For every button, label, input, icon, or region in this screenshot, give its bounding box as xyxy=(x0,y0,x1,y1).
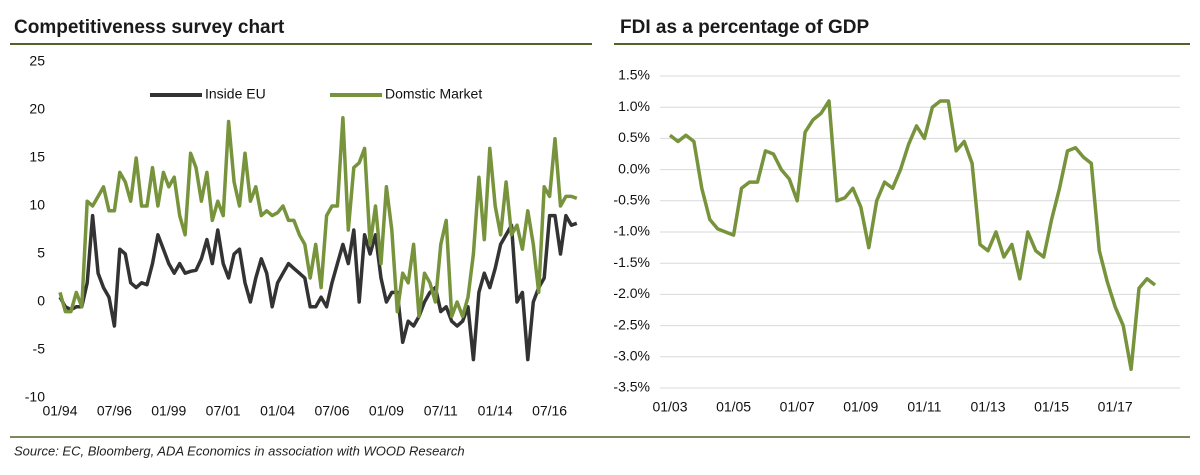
series-line xyxy=(58,213,578,362)
x-tick-label: 01/14 xyxy=(478,403,513,419)
x-tick-label: 07/06 xyxy=(314,403,349,419)
legend-label: Inside EU xyxy=(205,86,266,102)
y-tick-label: 0.0% xyxy=(618,160,650,176)
series-line xyxy=(668,99,1157,372)
y-tick-label: 5 xyxy=(37,245,45,261)
y-tick-label: -1.5% xyxy=(613,254,650,270)
x-tick-label: 01/17 xyxy=(1098,399,1133,415)
y-tick-label: -3.5% xyxy=(613,379,650,395)
x-tick-label: 07/16 xyxy=(532,403,567,419)
x-tick-label: 01/15 xyxy=(1034,399,1069,415)
x-tick-label: 07/96 xyxy=(97,403,132,419)
y-tick-label: 1.0% xyxy=(618,98,650,114)
y-tick-label: -10 xyxy=(25,389,45,405)
y-tick-label: -3.0% xyxy=(613,348,650,364)
x-tick-label: 01/09 xyxy=(369,403,404,419)
chart-title: FDI as a percentage of GDP xyxy=(620,17,870,38)
x-tick-label: 07/01 xyxy=(206,403,241,419)
y-tick-label: -2.0% xyxy=(613,285,650,301)
y-tick-label: 25 xyxy=(29,53,45,69)
series-line xyxy=(58,115,578,319)
x-tick-label: 01/04 xyxy=(260,403,295,419)
x-tick-label: 01/99 xyxy=(151,403,186,419)
y-tick-label: 0.5% xyxy=(618,129,650,145)
y-tick-label: 0 xyxy=(37,293,45,309)
source: Source: EC, Bloomberg, ADA Economics in … xyxy=(14,443,465,458)
x-tick-label: 01/94 xyxy=(42,403,77,419)
y-tick-label: 20 xyxy=(29,101,45,117)
y-tick-label: 15 xyxy=(29,149,45,165)
y-tick-label: 1.5% xyxy=(618,67,650,83)
x-tick-label: 01/05 xyxy=(716,399,751,415)
y-tick-label: -5 xyxy=(33,341,46,357)
x-tick-label: 01/11 xyxy=(907,399,941,415)
y-tick-label: -1.0% xyxy=(613,223,650,239)
x-tick-label: 01/03 xyxy=(652,399,687,415)
x-tick-label: 01/09 xyxy=(843,399,878,415)
x-tick-label: 07/11 xyxy=(424,403,458,419)
y-tick-label: -2.5% xyxy=(613,316,650,332)
legend-label: Domstic Market xyxy=(385,86,482,102)
y-tick-label: 10 xyxy=(29,197,45,213)
x-tick-label: 01/13 xyxy=(970,399,1005,415)
chart-title: Competitiveness survey chart xyxy=(14,17,285,38)
x-tick-label: 01/07 xyxy=(780,399,815,415)
y-tick-label: -0.5% xyxy=(613,192,650,208)
